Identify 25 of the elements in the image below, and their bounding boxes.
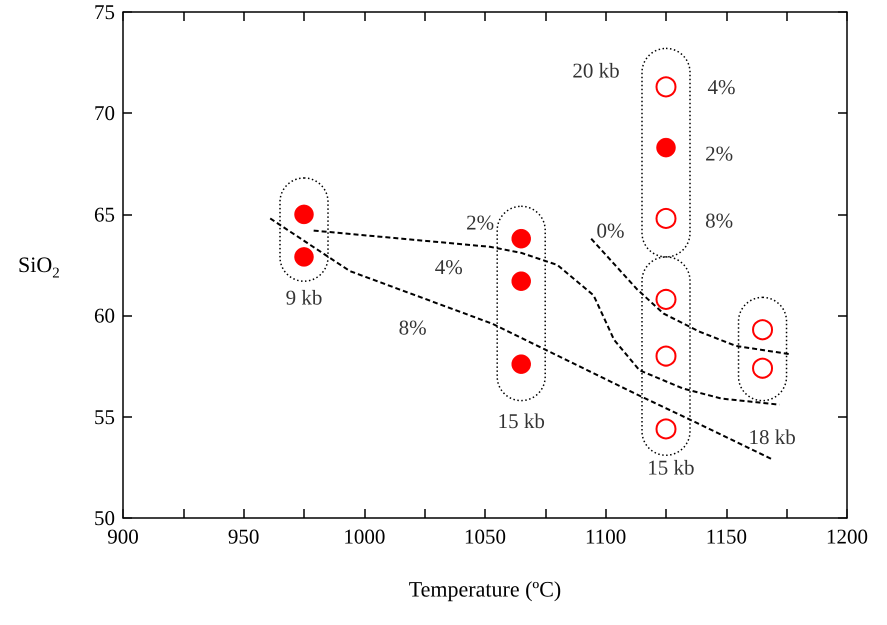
annotation: 2% xyxy=(466,210,494,234)
x-tick-label: 1100 xyxy=(585,524,626,548)
x-tick-label: 1000 xyxy=(343,524,386,548)
annotation: 8% xyxy=(398,316,427,340)
y-tick-label: 75 xyxy=(94,0,115,24)
annotation: 15 kb xyxy=(498,408,545,433)
annotation: 15 kb xyxy=(647,455,694,480)
annotation: 4% xyxy=(434,255,463,280)
annotation: 20 kb xyxy=(572,58,620,83)
x-tick-label: 1200 xyxy=(826,524,868,548)
annotation: 9 kb xyxy=(286,285,322,310)
y-axis-title: SiO$_{2}$ xyxy=(18,252,60,282)
annotation: 18 kb xyxy=(748,425,796,450)
annotation: 2% xyxy=(705,142,734,166)
x-tick-label: 950 xyxy=(228,524,260,548)
y-tick-label: 65 xyxy=(94,202,115,226)
y-tick-label: 60 xyxy=(94,304,115,328)
y-tick-label: 55 xyxy=(94,404,115,429)
x-tick-label: 1050 xyxy=(464,524,506,548)
y-tick-label: 70 xyxy=(94,101,115,126)
x-tick-label: 1150 xyxy=(706,524,747,548)
x-axis-title: Temperature (ºC) xyxy=(408,576,562,602)
annotation: 0% xyxy=(596,218,624,243)
annotation: 4% xyxy=(708,74,736,99)
annotation: 8% xyxy=(705,208,734,232)
